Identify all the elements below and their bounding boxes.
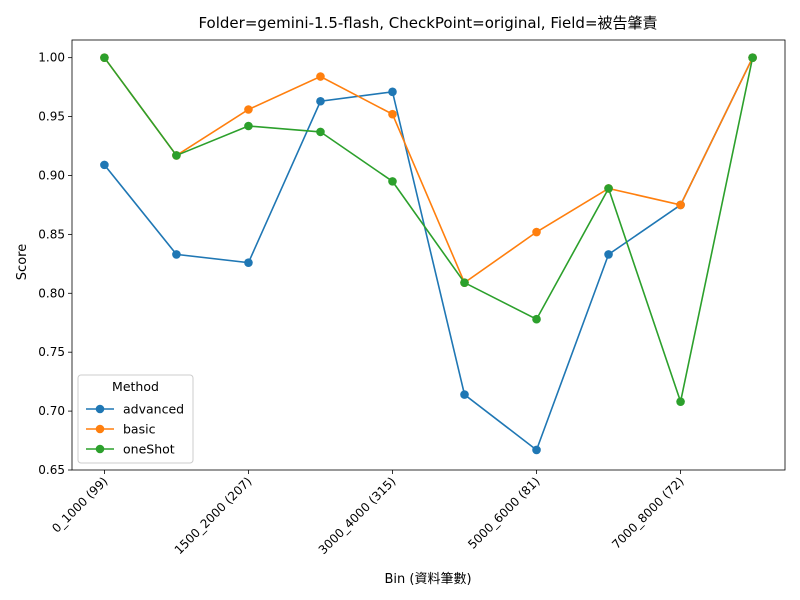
y-tick-label: 0.90 [38,168,65,182]
y-tick-label: 0.85 [38,227,65,241]
legend-title: Method [112,379,159,394]
y-tick-label: 0.80 [38,286,65,300]
series-advanced [100,53,757,455]
y-tick-label: 0.70 [38,404,65,418]
data-point-advanced [604,250,613,259]
y-axis: 0.65 0.70 0.75 0.80 0.85 0.90 0.95 1.00 [38,51,72,477]
data-point-oneShot [676,397,685,406]
data-point-oneShot [532,314,541,324]
y-tick-label: 0.75 [38,345,65,359]
y-tick-label: 0.95 [38,110,65,124]
data-point-oneShot [100,53,109,62]
legend-entry-advanced: advanced [123,402,184,417]
data-point-basic [316,72,325,81]
y-axis-label: Score [15,244,30,280]
series-oneShot [100,53,757,406]
data-point-advanced [100,160,109,170]
data-point-advanced [460,390,469,399]
series-line-oneShot [103,57,754,405]
x-tick-label: 0_1000 (99) [49,474,110,535]
data-point-oneShot [388,177,397,186]
series-line-basic [103,57,754,284]
chart-title: Folder=gemini-1.5-flash, CheckPoint=orig… [198,14,657,32]
data-point-oneShot [748,53,757,62]
x-tick-label: 1500_2000 (207) [172,474,255,557]
legend: Method advanced basic oneShot [77,374,194,464]
x-tick-label: 3000_4000 (315) [316,474,399,557]
data-point-advanced [532,445,541,455]
data-point-basic [244,105,253,114]
legend-swatch-marker [95,404,105,414]
legend-entry-oneShot: oneShot [123,442,175,457]
data-point-oneShot [460,278,469,287]
x-tick-label: 5000_6000 (81) [465,474,542,551]
plot-frame [71,39,786,471]
y-tick-label: 0.65 [38,463,65,477]
legend-swatch-marker [95,424,105,434]
x-tick-label: 7000_8000 (72) [609,474,686,551]
data-point-advanced [388,87,397,97]
series-layer [100,53,757,455]
series-basic [100,53,757,287]
data-point-oneShot [244,121,253,131]
data-point-oneShot [604,184,613,193]
series-line-advanced [103,57,754,452]
legend-entry-basic: basic [123,422,156,437]
data-point-basic [676,200,685,210]
plot-area [71,39,786,471]
data-point-advanced [316,96,325,106]
x-axis-label: Bin (資料筆數) [384,572,471,587]
data-point-basic [532,227,541,237]
data-point-advanced [244,258,253,267]
data-point-oneShot [172,151,181,160]
data-point-basic [388,109,397,119]
data-point-advanced [172,250,181,259]
x-axis: 0_1000 (99) 1500_2000 (207) 3000_4000 (315… [49,470,687,557]
legend-swatch-marker [95,444,105,454]
legend-box [77,374,194,464]
y-tick-label: 1.00 [38,51,65,65]
data-point-oneShot [316,127,325,137]
